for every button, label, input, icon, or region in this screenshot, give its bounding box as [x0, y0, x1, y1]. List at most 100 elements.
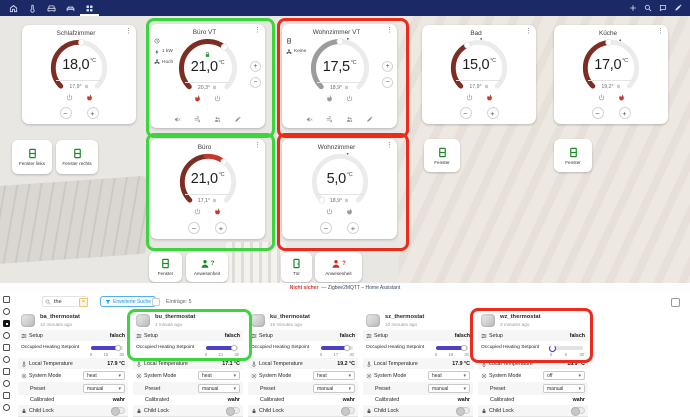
thermostat-dial[interactable]: [177, 151, 239, 213]
decrease-button[interactable]: −: [59, 107, 72, 119]
chat-icon[interactable]: [659, 4, 667, 12]
thermostat-dial[interactable]: [309, 151, 371, 213]
volume-off-icon[interactable]: [174, 116, 181, 123]
flame-icon[interactable]: [86, 94, 93, 101]
setpoint-slider[interactable]: 5 17 30: [319, 343, 355, 357]
tab-home[interactable]: [4, 0, 23, 16]
flame-icon[interactable]: [194, 95, 201, 102]
flame-icon[interactable]: [214, 208, 221, 215]
increase-button[interactable]: +: [250, 61, 261, 72]
child-lock-toggle[interactable]: [571, 406, 585, 416]
setpoint-slider[interactable]: 5 5 30: [548, 343, 585, 357]
system-mode-select[interactable]: heat: [313, 371, 355, 380]
decrease-button[interactable]: −: [250, 77, 261, 88]
increase-button[interactable]: +: [486, 107, 499, 119]
rail-map-icon[interactable]: [3, 332, 10, 339]
decrease-button[interactable]: −: [459, 107, 472, 119]
setpoint-slider[interactable]: 5 21 30: [204, 343, 240, 357]
wind-icon[interactable]: [194, 116, 201, 123]
menu-icon[interactable]: ⋮: [657, 28, 664, 35]
search-options-button[interactable]: [152, 297, 160, 306]
edit-icon[interactable]: [234, 116, 241, 123]
chip-fenster-links[interactable]: Fenster links: [12, 140, 52, 174]
chip-fenster-buero[interactable]: Fenster: [149, 252, 182, 282]
device-name[interactable]: bu_thermostat: [155, 314, 196, 320]
power-icon[interactable]: [598, 94, 605, 101]
device-name[interactable]: ba_thermostat: [40, 314, 80, 320]
flame-icon[interactable]: [486, 94, 493, 101]
thermostat-dial[interactable]: [176, 36, 240, 100]
search-icon[interactable]: [644, 4, 652, 12]
people-icon[interactable]: [346, 116, 353, 123]
chip-fenster-kueche[interactable]: Fenster: [554, 139, 592, 172]
power-icon[interactable]: [66, 94, 73, 101]
increase-button[interactable]: +: [382, 61, 393, 72]
tab-bedroom[interactable]: [61, 0, 80, 16]
menu-icon[interactable]: ⋮: [254, 27, 261, 34]
child-lock-toggle[interactable]: [226, 406, 240, 416]
preset-select[interactable]: manual: [543, 384, 585, 393]
system-mode-select[interactable]: off: [543, 371, 585, 380]
preset-select[interactable]: manual: [83, 384, 125, 393]
preset-select[interactable]: manual: [313, 384, 355, 393]
rail-ota-icon[interactable]: [3, 356, 10, 363]
rail-logs-icon[interactable]: [3, 380, 10, 387]
setpoint-slider[interactable]: 5 15 30: [89, 343, 125, 357]
thermostat-dial[interactable]: [448, 37, 510, 99]
increase-button[interactable]: +: [347, 222, 359, 234]
decrease-button[interactable]: −: [382, 77, 393, 88]
plus-icon[interactable]: [629, 4, 637, 12]
thermostat-dial[interactable]: [580, 37, 642, 99]
increase-button[interactable]: +: [618, 107, 631, 119]
rail-dashboard-icon[interactable]: [3, 308, 10, 315]
child-lock-toggle[interactable]: [341, 406, 355, 416]
chip-fenster-bad[interactable]: Fenster: [424, 139, 460, 172]
child-lock-toggle[interactable]: [111, 406, 125, 416]
rail-settings-icon[interactable]: [3, 404, 10, 411]
rail-exposes-icon[interactable]: [3, 320, 10, 327]
volume-off-icon[interactable]: [306, 116, 313, 123]
chip-anwesenheit-wohnzimmer[interactable]: ? Anwesenheit: [315, 252, 362, 282]
menu-icon[interactable]: ⋮: [254, 142, 261, 149]
chip-tuer[interactable]: Tür: [281, 252, 312, 282]
menu-icon[interactable]: ⋮: [386, 142, 393, 149]
system-mode-select[interactable]: heat: [83, 371, 125, 380]
wind-icon[interactable]: [326, 116, 333, 123]
decrease-button[interactable]: −: [591, 107, 604, 119]
collapse-button[interactable]: [671, 298, 680, 307]
menu-icon[interactable]: ⋮: [386, 27, 393, 34]
power-icon[interactable]: [466, 94, 473, 101]
thermostat-dial[interactable]: [48, 37, 110, 99]
advanced-search-button[interactable]: Erweiterte Suche: [100, 296, 157, 307]
power-icon[interactable]: [214, 95, 221, 102]
rail-touchlink-icon[interactable]: [3, 368, 10, 375]
power-icon[interactable]: [346, 95, 353, 102]
menu-icon[interactable]: ⋮: [525, 28, 532, 35]
edit-icon[interactable]: [366, 116, 373, 123]
decrease-button[interactable]: −: [320, 222, 332, 234]
tab-house[interactable]: [23, 0, 42, 16]
rail-groups-icon[interactable]: [3, 344, 10, 351]
flame-icon[interactable]: [326, 95, 333, 102]
flame-icon[interactable]: [346, 208, 353, 215]
device-name[interactable]: ku_thermostat: [270, 314, 310, 320]
tab-overview[interactable]: [80, 0, 99, 16]
power-icon[interactable]: [194, 208, 201, 215]
increase-button[interactable]: +: [86, 107, 99, 119]
decrease-button[interactable]: −: [188, 222, 200, 234]
child-lock-toggle[interactable]: [456, 406, 470, 416]
tab-livingroom[interactable]: [42, 0, 61, 16]
preset-select[interactable]: manual: [428, 384, 470, 393]
chip-fenster-rechts[interactable]: Fenster rechts: [56, 140, 98, 174]
setpoint-slider[interactable]: 5 18 30: [434, 343, 470, 357]
chip-anwesenheit-buero[interactable]: ? Anwesenheit: [186, 252, 228, 282]
rail-extensions-icon[interactable]: [3, 392, 10, 399]
pencil-icon[interactable]: [674, 4, 682, 12]
thermostat-dial[interactable]: [308, 36, 372, 100]
device-name[interactable]: sz_thermostat: [385, 314, 425, 320]
flame-icon[interactable]: [618, 94, 625, 101]
preset-select[interactable]: manual: [198, 384, 240, 393]
power-icon[interactable]: [326, 208, 333, 215]
people-icon[interactable]: [214, 116, 221, 123]
device-name[interactable]: wz_thermostat: [500, 314, 541, 320]
